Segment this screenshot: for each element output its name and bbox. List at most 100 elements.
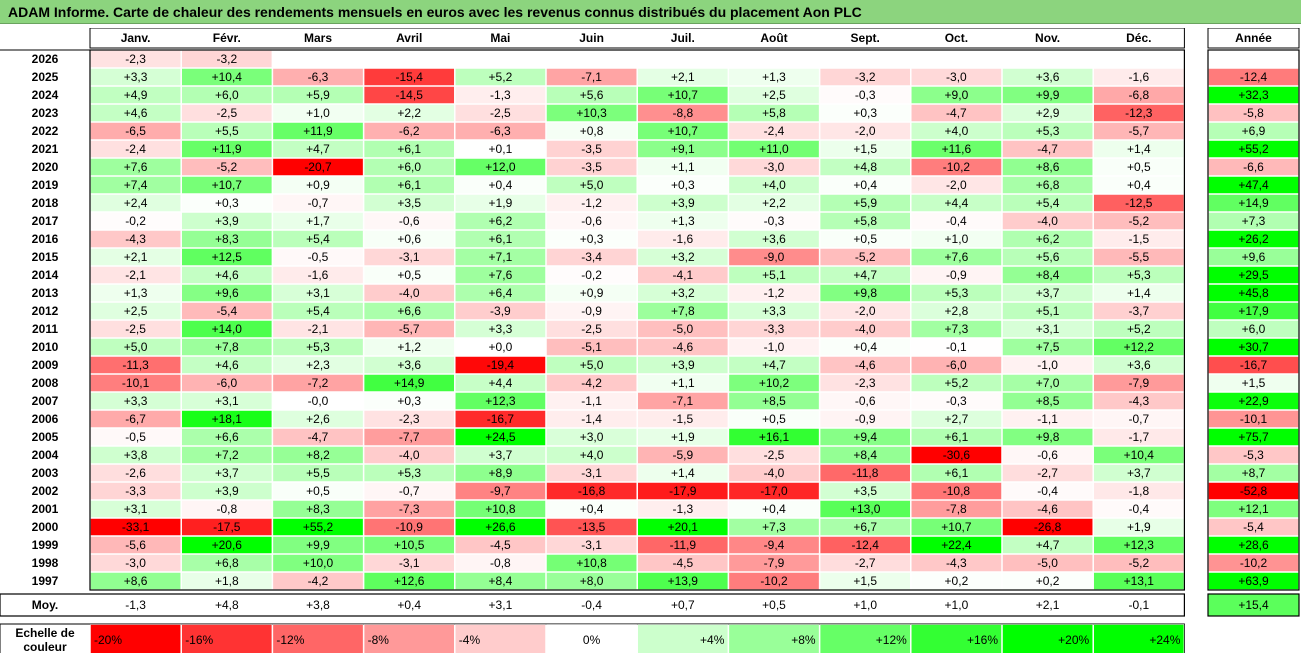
heatmap-cell	[637, 212, 729, 230]
row-year-label: 2008	[32, 376, 59, 390]
heatmap-cell-label: +5,8	[853, 214, 877, 228]
heatmap-cell	[455, 68, 546, 86]
annual-cell-label: +26,2	[1238, 232, 1269, 246]
heatmap-cell-label: -0,9	[946, 268, 967, 282]
heatmap-cell	[181, 122, 273, 140]
heatmap-cell	[819, 428, 911, 446]
heatmap-cell	[728, 518, 820, 536]
heatmap-cell	[455, 392, 546, 410]
heatmap-cell-label: +22,4	[941, 538, 972, 552]
heatmap-cell-label: +0,3	[671, 178, 695, 192]
heatmap-cell	[181, 464, 273, 482]
row-year-label: 2000	[32, 520, 59, 534]
heatmap-cell	[1002, 410, 1093, 428]
column-header: Juin	[579, 31, 604, 45]
heatmap-cell	[546, 50, 637, 68]
heatmap-cell-label: +11,9	[212, 142, 242, 156]
row-year-label: 2013	[32, 286, 59, 300]
average-cell-label: -0,1	[1128, 598, 1149, 612]
heatmap-cell	[546, 500, 637, 518]
row-year-label: 2026	[32, 52, 59, 66]
heatmap-cell-label: -0,4	[946, 214, 967, 228]
heatmap-cell-label: +0,8	[580, 124, 604, 138]
heatmap-cell-label: +0,4	[580, 502, 604, 516]
heatmap-cell	[911, 302, 1002, 320]
heatmap-cell-label: -5,2	[855, 250, 876, 264]
row-year-label: 2005	[32, 430, 59, 444]
heatmap-cell	[546, 554, 637, 572]
heatmap-cell	[272, 86, 364, 104]
scale-swatch	[637, 624, 729, 653]
heatmap-cell-label: +0,3	[853, 106, 877, 120]
heatmap-cell	[272, 410, 364, 428]
heatmap-cell	[911, 68, 1002, 86]
heatmap-cell-label: +2,2	[762, 196, 786, 210]
heatmap-cell-label: +0,9	[306, 178, 330, 192]
heatmap-cell-label: +2,1	[124, 250, 148, 264]
heatmap-cell-label: -20,7	[304, 160, 332, 174]
heatmap-cell-label: +10,7	[668, 88, 699, 102]
heatmap-cell-label: +3,1	[1036, 322, 1060, 336]
heatmap-cell	[546, 284, 637, 302]
heatmap-cell	[363, 266, 455, 284]
heatmap-cell-label: +3,6	[1127, 358, 1151, 372]
scale-label: -20%	[94, 633, 122, 647]
annual-cell-label: -10,1	[1240, 412, 1268, 426]
heatmap-cell	[819, 230, 911, 248]
heatmap-cell-label: +3,6	[397, 358, 421, 372]
scale-label: +8%	[791, 633, 816, 647]
heatmap-cell	[181, 338, 273, 356]
heatmap-cell-label: +1,5	[853, 142, 877, 156]
heatmap-cell-label: +2,3	[306, 358, 330, 372]
heatmap-cell-label: +0,4	[489, 178, 513, 192]
heatmap-cell-label: +10,7	[941, 520, 972, 534]
heatmap-cell	[181, 428, 273, 446]
heatmap-cell-label: +3,7	[1036, 286, 1060, 300]
heatmap-cell	[455, 140, 546, 158]
heatmap-cell	[363, 212, 455, 230]
heatmap-cell-label: +12,6	[394, 574, 425, 588]
heatmap-cell	[637, 158, 729, 176]
heatmap-cell	[272, 500, 364, 518]
heatmap-cell	[1002, 356, 1093, 374]
heatmap-cell	[546, 266, 637, 284]
heatmap-cell	[272, 338, 364, 356]
heatmap-cell-label: +8,5	[1036, 394, 1060, 408]
heatmap-cell-label: +4,7	[762, 358, 786, 372]
heatmap-cell-label: +2,5	[762, 88, 786, 102]
heatmap-cell-label: +6,0	[215, 88, 239, 102]
heatmap-cell-label: -0,0	[308, 394, 329, 408]
heatmap-cell-label: -17,0	[760, 484, 788, 498]
heatmap-cell-label: -5,5	[1128, 250, 1149, 264]
heatmap-cell-label: -2,1	[125, 268, 146, 282]
heatmap-cell	[637, 266, 729, 284]
heatmap-cell	[819, 86, 911, 104]
heatmap-cell-label: -8,8	[672, 106, 693, 120]
heatmap-cell	[546, 338, 637, 356]
heatmap-cell-label: -5,6	[125, 538, 146, 552]
heatmap-cell-label: +9,0	[945, 88, 969, 102]
heatmap-cell-label: +0,2	[1036, 574, 1060, 588]
heatmap-cell	[181, 554, 273, 572]
heatmap-cell	[546, 446, 637, 464]
heatmap-cell-label: +8,2	[306, 448, 330, 462]
heatmap-cell-label: -2,4	[125, 142, 146, 156]
heatmap-cell-label: +7,8	[671, 304, 695, 318]
scale-frame	[0, 623, 1185, 653]
heatmap-cell-label: -6,2	[399, 124, 420, 138]
scale-swatch	[181, 624, 273, 653]
heatmap-cell	[272, 50, 364, 68]
heatmap-cell-label: +6,1	[945, 466, 969, 480]
scale-label: +16%	[967, 633, 998, 647]
heatmap-cell-label: -7,9	[1128, 376, 1149, 390]
heatmap-cell-label: +0,6	[397, 232, 421, 246]
heatmap-cell-label: +8,4	[1036, 268, 1060, 282]
row-year-label: 1997	[32, 574, 59, 588]
scale-label: -4%	[459, 633, 481, 647]
heatmap-cell	[455, 212, 546, 230]
heatmap-cell	[455, 248, 546, 266]
heatmap-cell	[455, 482, 546, 500]
heatmap-cell	[363, 374, 455, 392]
heatmap-cell	[455, 86, 546, 104]
heatmap-cell	[363, 500, 455, 518]
